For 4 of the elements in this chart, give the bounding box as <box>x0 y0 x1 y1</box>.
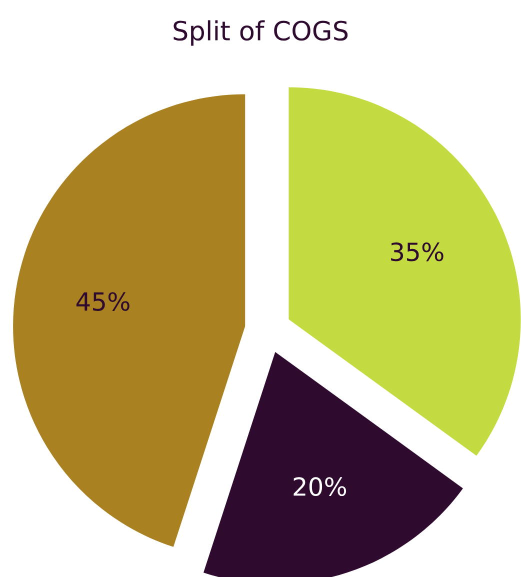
chart-title: Split of COGS <box>174 20 348 46</box>
data-label: 35% <box>391 242 444 262</box>
data-label: 20% <box>294 477 346 496</box>
data-label: 45% <box>76 292 130 311</box>
